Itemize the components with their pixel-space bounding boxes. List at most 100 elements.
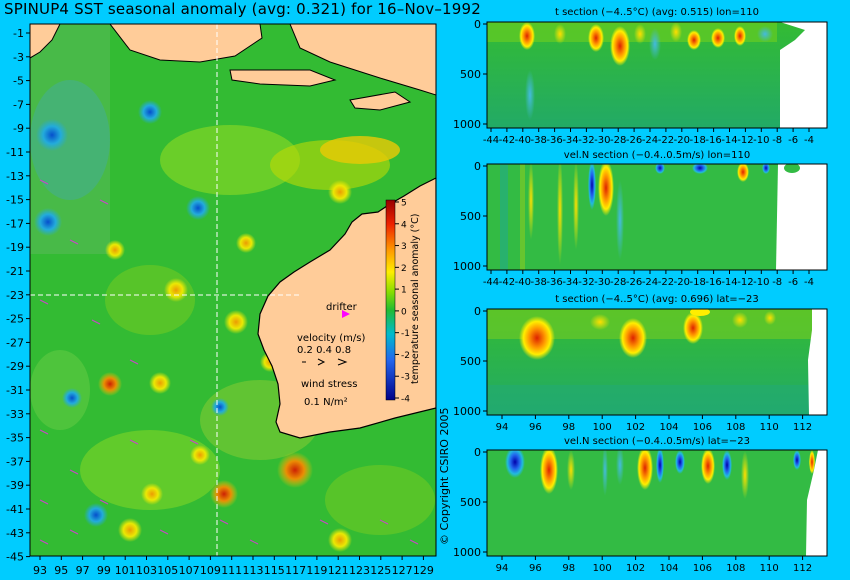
colorbar-ticks: 5 4 3 2 1 0 -1 -2 -3 -4 <box>395 199 410 405</box>
panel-x-tick-label: -26 <box>626 135 642 146</box>
panel-x-tick-label: -12 <box>737 135 753 146</box>
panel-x-tick-label: -16 <box>705 135 721 146</box>
legend-velocity-label: velocity (m/s) <box>297 333 365 344</box>
colorbar-tick-label: 0 <box>401 307 407 317</box>
map-x-tick-label: 93 <box>33 564 47 577</box>
map-y-tick-label: -31 <box>6 384 24 397</box>
panel-y-tick-label: 0 <box>474 160 481 173</box>
panel-y-tick-label: 0 <box>474 446 481 459</box>
panel-x-tick-label: 102 <box>626 422 645 433</box>
colorbar-tick-label: -4 <box>401 395 410 405</box>
map-y-tick-label: -35 <box>6 432 24 445</box>
panel-y-tick-label: 1000 <box>453 405 481 418</box>
panel-x-tick-label: 102 <box>626 563 645 574</box>
land-sumatra <box>30 24 61 59</box>
panel1-title: t section (−4..5°C) (avg: 0.515) lon=110 <box>555 7 759 18</box>
panel-x-tick-label: -42 <box>499 135 515 146</box>
panel-x-tick-label: -38 <box>531 277 547 288</box>
legend-drifter-label: drifter <box>326 302 358 313</box>
map-x-tick-label: 101 <box>115 564 136 577</box>
panel-t-section-lat: t section (−4..5°C) (avg: 0.696) lat=−23 <box>486 294 828 416</box>
panel-x-tick-label: -22 <box>658 277 674 288</box>
panel-y-tick-label: 1000 <box>453 260 481 273</box>
panel-x-tick-label: -6 <box>788 277 798 288</box>
map-y-axis: -1 -3 -5 -7 -9 -11 -13 -15 -17 -19 -21 -23 -25 -27 -29… <box>6 27 30 564</box>
map-y-tick-label: -7 <box>13 98 24 111</box>
map-x-tick-label: 121 <box>328 564 349 577</box>
panel-x-tick-label: -30 <box>594 277 610 288</box>
panel-x-tick-label: 94 <box>496 563 509 574</box>
panel-x-tick-label: -36 <box>546 135 562 146</box>
map-y-tick-label: -43 <box>6 527 24 540</box>
panel3-title: t section (−4..5°C) (avg: 0.696) lat=−23 <box>555 294 759 305</box>
land-borneo-sulawesi <box>289 24 436 96</box>
map-y-tick-label: -3 <box>13 51 24 64</box>
panel-x-tick-label: 108 <box>726 563 745 574</box>
panel-x-tick-label: -8 <box>772 277 782 288</box>
legend-wind-label: wind stress <box>301 379 357 390</box>
panel2-title: vel.N section (−0.4..0.5m/s) lon=110 <box>564 150 750 161</box>
colorbar-tick-label: 4 <box>401 220 407 230</box>
panel-y-tick-label: 500 <box>460 496 481 509</box>
panel-vel-section-lat: vel.N section (−0.4..0.5m/s) lat=−23 <box>486 436 828 557</box>
panel-x-tick-label: 112 <box>793 563 812 574</box>
panel-x-tick-label: -40 <box>515 277 531 288</box>
panel-x-tick-label: -4 <box>804 135 814 146</box>
map-x-tick-label: 129 <box>413 564 434 577</box>
panel-x-tick-label: -44 <box>483 277 499 288</box>
map-x-tick-label: 123 <box>349 564 370 577</box>
map-y-tick-label: -21 <box>6 265 24 278</box>
panel-vel-section-lon: vel.N section (−0.4..0.5m/s) lon=110 <box>486 150 828 271</box>
panel-x-tick-label: -20 <box>674 277 690 288</box>
panel-x-tick-label: -12 <box>737 277 753 288</box>
panel-x-tick-label: -10 <box>753 277 769 288</box>
map-y-tick-label: -29 <box>6 360 24 373</box>
map-y-tick-label: -15 <box>6 194 24 207</box>
panel-x-tick-label: -14 <box>721 277 737 288</box>
map-x-tick-label: 105 <box>157 564 178 577</box>
panel-x-tick-label: 110 <box>760 563 779 574</box>
map-y-tick-label: -17 <box>6 217 24 230</box>
map-x-tick-label: 113 <box>243 564 264 577</box>
panel-x-tick-label: 98 <box>562 563 575 574</box>
panel-x-tick-label: -14 <box>721 135 737 146</box>
panel-x-tick-label: -24 <box>642 277 658 288</box>
colorbar-tick-label: 5 <box>401 199 407 209</box>
panel-y-tick-label: 0 <box>474 18 481 31</box>
map-y-tick-label: -27 <box>6 336 24 349</box>
map-y-tick-label: -19 <box>6 241 24 254</box>
panel-x-tick-label: -8 <box>772 135 782 146</box>
colorbar-tick-label: 3 <box>401 242 407 252</box>
map-x-tick-label: 127 <box>392 564 413 577</box>
copyright-text: © Copyright CSIRO 2005 <box>438 407 451 545</box>
panel-x-tick-label: 110 <box>760 422 779 433</box>
panel-y-tick-label: 500 <box>460 68 481 81</box>
map-y-tick-label: -23 <box>6 289 24 302</box>
panel-x-tick-label: 96 <box>529 422 542 433</box>
panel-y-tick-label: 500 <box>460 355 481 368</box>
panel-x-tick-label: -18 <box>690 135 706 146</box>
panel-x-tick-label: -34 <box>562 135 578 146</box>
panel-x-tick-label: -34 <box>562 277 578 288</box>
wind-vectors <box>39 179 419 545</box>
drifter-marker <box>342 310 350 318</box>
map-anomaly-field <box>30 24 435 552</box>
panel-x-tick-label: 112 <box>793 422 812 433</box>
map-x-tick-label: 119 <box>306 564 327 577</box>
panel-y-tick-label: 500 <box>460 210 481 223</box>
map-x-tick-label: 111 <box>221 564 242 577</box>
map-x-tick-label: 107 <box>179 564 200 577</box>
panel-t-section-lon: t section (−4..5°C) (avg: 0.515) lon=110 <box>486 7 828 129</box>
map-y-tick-label: -5 <box>13 75 24 88</box>
map-x-tick-label: 109 <box>200 564 221 577</box>
map-frame <box>29 23 437 557</box>
land-lesser-sunda <box>229 69 337 87</box>
panel4-title: vel.N section (−0.4..0.5m/s) lat=−23 <box>564 436 750 447</box>
legend-velocity-values: 0.2 0.4 0.8 <box>297 345 351 356</box>
colorbar-tick-label: 2 <box>401 264 407 274</box>
panel-y-tick-label: 0 <box>474 305 481 318</box>
panel-x-tick-label: 100 <box>593 563 612 574</box>
colorbar-label: temperature seasonal anomaly (°C) <box>410 214 421 384</box>
